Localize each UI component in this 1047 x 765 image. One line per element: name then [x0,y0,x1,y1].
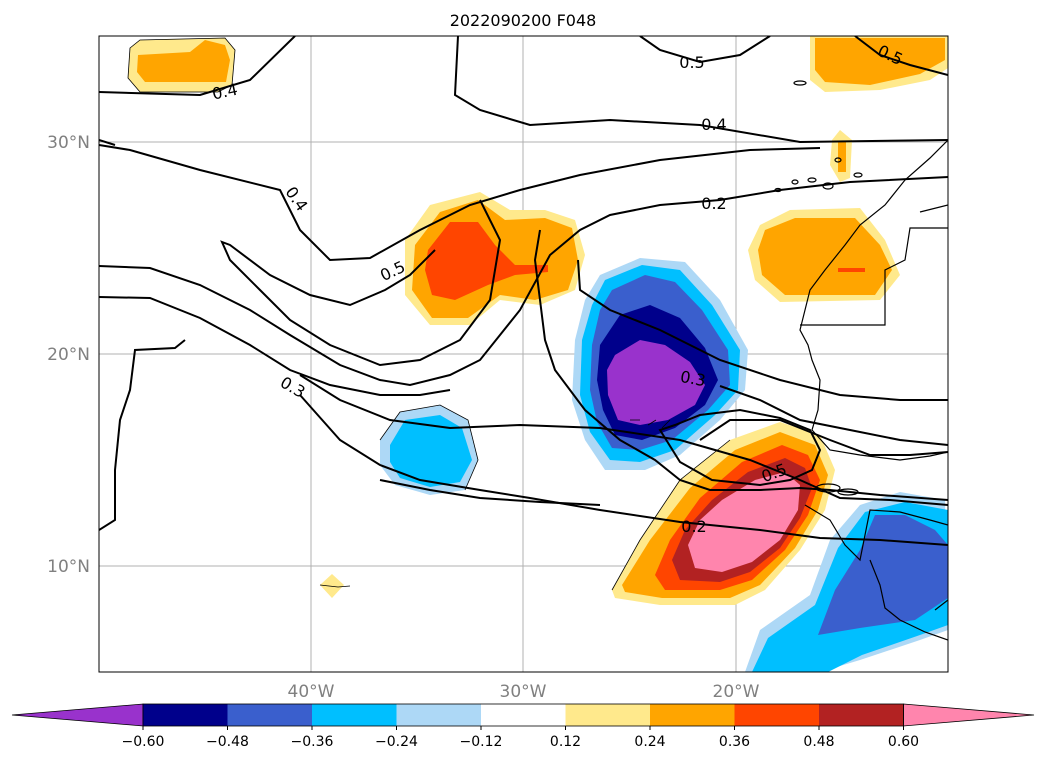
lat-label: 30°N [47,133,90,153]
lat-label: 20°N [47,345,90,365]
colorbar-tick-label: 0.12 [550,734,581,750]
shade-red [425,222,548,300]
shade-orange [838,142,846,172]
shade-red [838,268,865,272]
colorbar-tick-label: 0.48 [803,734,834,750]
colorbar-tick-label: 0.60 [888,734,919,750]
colorbar-tick-label: −0.48 [206,734,249,750]
colorbar-tick-label: −0.60 [122,734,165,750]
colorbar-tick-label: −0.36 [291,734,334,750]
map-plot-area: 0.4 0.5 0.4 0.2 0.4 0.5 0.5 0.3 0.3 0.5 … [99,36,948,672]
shade-blue [818,515,948,635]
shade-purple [607,340,705,425]
colorbar-tick-label: 0.24 [634,734,665,750]
colorbar-frame [142,703,904,727]
shade-skyblue [390,415,472,487]
contour-label: 0.2 [681,517,706,536]
colorbar-segment [734,704,820,726]
colorbar-segment [481,704,566,726]
shade-orange [137,40,230,82]
shaded-field [128,36,948,672]
lat-label: 10°N [47,557,90,577]
colorbar-segment [312,704,397,726]
lon-label: 30°W [500,682,547,702]
colorbar-extend-left [11,703,144,727]
colorbar-segment [227,704,313,726]
shade-orange [758,218,892,295]
map-title: 2022090200 F048 [450,11,597,30]
colorbar-segment [565,704,651,726]
colorbar-segment [396,704,482,726]
colorbar-segment [143,704,228,726]
colorbar-extend-right [903,703,1035,727]
colorbar-tick-label: −0.12 [460,734,503,750]
map-frame [98,35,949,673]
colorbar-tick-label: −0.24 [375,734,418,750]
contour-label: 0.5 [679,53,704,72]
colorbar-segment [819,704,904,726]
contour-lines [99,36,948,546]
contour-label: 0.4 [701,115,726,134]
colorbar-tick-label: 0.36 [719,734,750,750]
shade-orange [815,38,945,85]
shade-pink [688,472,800,572]
colorbar-segment [650,704,735,726]
lon-label: 20°W [713,682,760,702]
contour-label: 0.2 [701,194,726,213]
lon-label: 40°W [288,682,335,702]
contour-label: 0.3 [679,367,707,390]
colorbar: −0.60 −0.48 −0.36 −0.24 −0.12 0.12 0.24 0.36 0.4… [11,703,1035,750]
contour-label: 0.4 [210,80,239,104]
coastlines [774,80,948,641]
